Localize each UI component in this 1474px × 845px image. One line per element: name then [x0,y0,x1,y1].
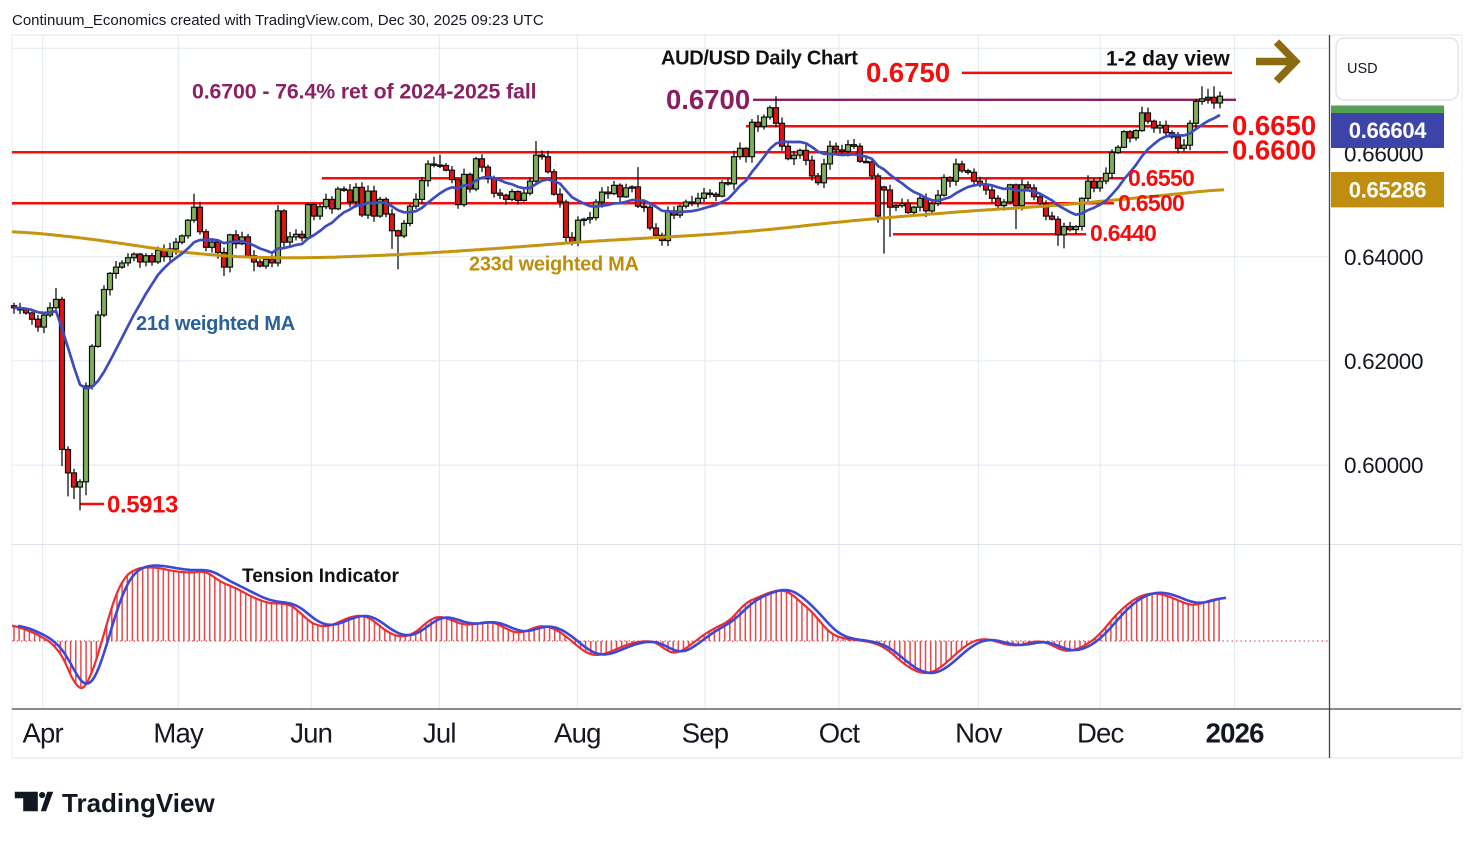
svg-text:Jul: Jul [423,718,456,749]
svg-text:May: May [153,718,204,749]
svg-text:AUD/USD Daily Chart: AUD/USD Daily Chart [661,48,858,70]
svg-text:21d weighted MA: 21d weighted MA [136,313,295,335]
svg-text:0.65286: 0.65286 [1349,177,1426,202]
svg-text:0.6440: 0.6440 [1090,220,1156,246]
svg-text:Sep: Sep [682,718,729,749]
svg-text:Aug: Aug [554,718,601,749]
svg-text:Jun: Jun [290,718,332,749]
svg-text:Dec: Dec [1077,718,1125,749]
svg-text:0.6700 - 76.4% ret of 2024-202: 0.6700 - 76.4% ret of 2024-2025 fall [192,80,536,104]
svg-text:0.5913: 0.5913 [107,491,178,518]
svg-text:Apr: Apr [22,718,63,749]
svg-text:2026: 2026 [1206,718,1264,749]
svg-text:0.6650: 0.6650 [1232,110,1316,141]
svg-text:TradingView: TradingView [62,788,215,818]
svg-text:0.60000: 0.60000 [1344,453,1423,478]
svg-text:0.6550: 0.6550 [1128,165,1194,191]
svg-text:1-2 day view: 1-2 day view [1106,47,1230,70]
svg-text:USD: USD [1347,61,1378,77]
svg-text:Continuum_Economics created wi: Continuum_Economics created with Trading… [12,12,544,29]
svg-text:0.66604: 0.66604 [1349,118,1427,143]
svg-text:0.6600: 0.6600 [1232,135,1316,166]
svg-text:0.6750: 0.6750 [866,57,950,88]
svg-text:0.6700: 0.6700 [666,84,750,115]
svg-text:0.6500: 0.6500 [1118,190,1184,216]
svg-text:Oct: Oct [819,718,861,749]
svg-text:0.62000: 0.62000 [1344,349,1423,374]
svg-text:Nov: Nov [955,718,1003,749]
svg-text:0.64000: 0.64000 [1344,245,1423,270]
svg-text:Tension Indicator: Tension Indicator [242,566,400,587]
svg-text:233d weighted MA: 233d weighted MA [469,254,639,276]
